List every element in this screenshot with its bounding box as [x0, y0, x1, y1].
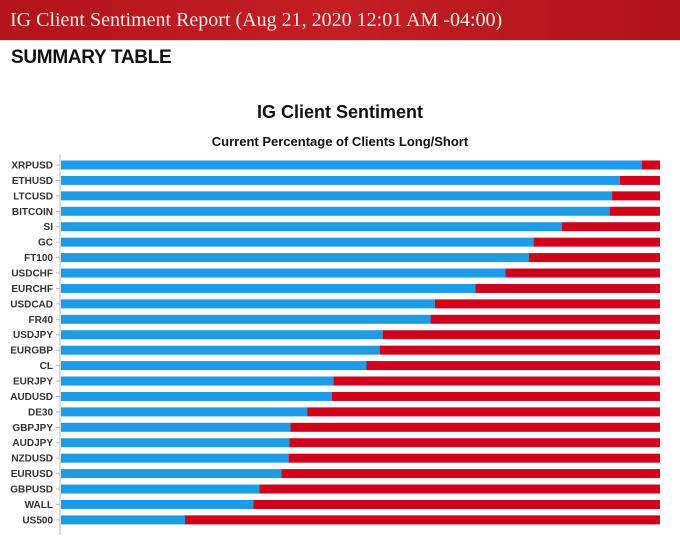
y-tick-label: FR40 — [29, 315, 54, 326]
bar-short-ft100 — [528, 253, 660, 263]
bar-short-gc — [533, 237, 660, 247]
bar-long-ltcusd — [61, 191, 613, 201]
bar-short-eurgbp — [379, 345, 660, 355]
y-tick-label: EURGBP — [10, 346, 53, 357]
bar-long-gbpusd — [61, 484, 260, 494]
bar-short-xrpusd — [642, 160, 660, 170]
bar-long-nzdusd — [61, 453, 289, 463]
bar-long-us500 — [61, 515, 185, 525]
y-tick-label: USDJPY — [13, 330, 53, 341]
bar-long-usdcad — [61, 299, 435, 309]
y-tick-label: GC — [38, 238, 53, 249]
chart-title: IG Client Sentiment — [256, 102, 424, 122]
report-header: IG Client Sentiment Report (Aug 21, 2020… — [0, 0, 680, 41]
bar-long-gc — [61, 237, 534, 247]
bar-long-eurchf — [61, 283, 476, 293]
bar-short-eurusd — [281, 469, 660, 479]
bar-short-eurjpy — [333, 376, 660, 386]
bar-long-ft100 — [61, 253, 529, 263]
bar-long-usdchf — [61, 268, 506, 278]
bar-short-ltcusd — [612, 191, 660, 201]
bar-short-usdchf — [505, 268, 660, 278]
y-tick-label: DE30 — [28, 407, 53, 418]
y-tick-label: SI — [44, 222, 54, 233]
bar-short-cl — [366, 361, 660, 371]
y-tick-label: US500 — [22, 515, 53, 526]
bar-long-xrpusd — [61, 160, 643, 170]
bar-short-gbpjpy — [290, 422, 660, 432]
bar-long-si — [61, 222, 562, 232]
y-tick-label: GBPUSD — [10, 485, 53, 496]
y-tick-label: FT100 — [24, 253, 53, 264]
bar-long-audjpy — [61, 438, 290, 448]
bar-long-bitcoin — [61, 206, 610, 216]
bar-short-de30 — [307, 407, 660, 417]
bar-long-eurjpy — [61, 376, 334, 386]
report-title: IG Client Sentiment Report (Aug 21, 2020… — [10, 9, 503, 31]
y-tick-label: LTCUSD — [13, 191, 53, 202]
bar-long-eurusd — [61, 469, 282, 479]
bar-short-nzdusd — [288, 453, 660, 463]
y-tick-label: EURCHF — [11, 284, 53, 295]
bar-short-gbpusd — [259, 484, 660, 494]
bar-long-usdjpy — [61, 330, 383, 340]
bar-short-audusd — [331, 391, 660, 401]
bar-long-eurgbp — [61, 345, 380, 355]
bar-long-cl — [61, 361, 367, 371]
bar-long-de30 — [61, 407, 308, 417]
bar-long-audusd — [61, 391, 332, 401]
chart-subtitle: Current Percentage of Clients Long/Short — [211, 134, 469, 149]
bar-short-wall — [253, 499, 661, 509]
bar-short-fr40 — [430, 314, 660, 324]
y-tick-label: BITCOIN — [12, 207, 53, 218]
y-tick-label: USDCHF — [11, 269, 53, 280]
bar-short-usdjpy — [382, 330, 660, 340]
bar-short-audjpy — [289, 438, 660, 448]
bar-long-wall — [61, 499, 254, 509]
y-tick-label: ETHUSD — [12, 176, 53, 187]
y-tick-label: XRPUSD — [11, 161, 53, 172]
bar-short-bitcoin — [609, 206, 660, 216]
y-tick-label: EURJPY — [13, 377, 53, 388]
bar-short-ethusd — [619, 175, 660, 185]
section-title: SUMMARY TABLE — [11, 47, 172, 68]
y-tick-label: USDCAD — [10, 299, 53, 310]
y-tick-label: AUDJPY — [12, 438, 53, 449]
y-tick-label: EURUSD — [11, 469, 53, 480]
bar-long-gbpjpy — [61, 422, 291, 432]
bar-short-us500 — [184, 515, 661, 525]
y-tick-label: GBPJPY — [12, 423, 53, 434]
bar-short-si — [561, 222, 660, 232]
y-tick-label: WALL — [25, 500, 53, 511]
bar-long-ethusd — [61, 175, 620, 185]
y-tick-label: AUDUSD — [10, 392, 53, 403]
bar-long-fr40 — [61, 314, 431, 324]
bar-short-eurchf — [475, 283, 660, 293]
y-tick-label: NZDUSD — [11, 454, 53, 465]
bar-short-usdcad — [434, 299, 660, 309]
y-tick-label: CL — [40, 361, 53, 372]
